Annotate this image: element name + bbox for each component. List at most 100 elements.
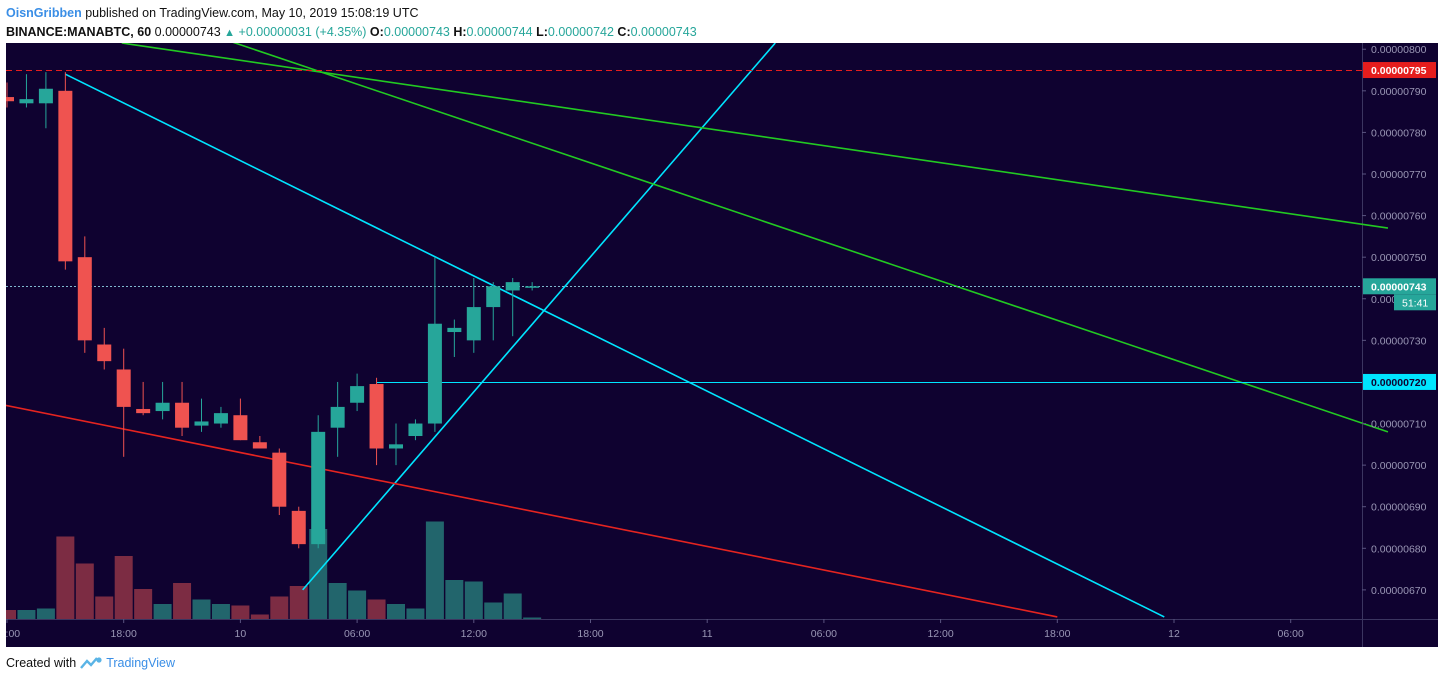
candle-body[interactable] — [525, 286, 540, 288]
y-tick-label: 0.00000760 — [1371, 211, 1427, 223]
x-tick-label: 12:00 — [927, 628, 953, 640]
y-tick-label: 0.00000780 — [1371, 127, 1427, 139]
author-link[interactable]: OisnGribben — [6, 6, 82, 20]
candle-body[interactable] — [350, 386, 365, 403]
candle-body[interactable] — [155, 402, 170, 412]
candle-body[interactable] — [19, 99, 34, 104]
ohlc-key: H: — [453, 25, 467, 39]
candle-body[interactable] — [427, 323, 442, 424]
volume-bar — [211, 604, 230, 619]
price-label-support-720 — [1363, 373, 1436, 390]
y-tick-label: 0.00000730 — [1371, 335, 1427, 347]
ohlc-key: C: — [617, 25, 631, 39]
candle-body[interactable] — [408, 423, 423, 437]
volume-bar — [231, 605, 250, 619]
trendline-green-lower[interactable] — [7, 43, 1389, 433]
candle-body[interactable] — [369, 384, 384, 449]
chart-header: OisnGribben published on TradingView.com… — [6, 4, 1436, 43]
volume-bar — [17, 610, 36, 619]
up-triangle-icon: ▲ — [224, 27, 236, 39]
footer: Created with TradingView — [6, 656, 175, 670]
y-tick-label: 0.00000800 — [1371, 44, 1427, 56]
x-tick-label: 11 — [702, 628, 713, 640]
y-tick-label: 0.00000770 — [1371, 169, 1427, 181]
price-label-current-price — [1363, 278, 1436, 295]
volume-bar — [56, 536, 75, 619]
volume-bar — [445, 580, 464, 619]
volume-bar — [134, 589, 153, 619]
candle-body[interactable] — [136, 408, 151, 414]
x-tick-label: 06:00 — [811, 628, 837, 640]
candle-body[interactable] — [447, 327, 462, 333]
x-tick-label: 06:00 — [1278, 628, 1304, 640]
x-tick-label: 06:00 — [344, 628, 370, 640]
volume-bar — [192, 599, 211, 619]
candle-body[interactable] — [311, 431, 326, 545]
volume-bar — [406, 608, 425, 619]
x-tick-label: 18:00 — [111, 628, 137, 640]
chart-area[interactable]: 0.00000800 0.00000790 0.00000780 0.00000770… — [6, 43, 1438, 647]
volume-bar — [348, 590, 367, 619]
publish-info-row: OisnGribben published on TradingView.com… — [6, 4, 1436, 23]
published-text: published on TradingView.com, May 10, 20… — [85, 6, 419, 20]
ohlc-value: 0.00000744 — [466, 25, 533, 39]
y-tick-label: 0.00000750 — [1371, 252, 1427, 264]
price-label-text: 0.00000720 — [1371, 377, 1427, 389]
candle-body[interactable] — [505, 282, 520, 291]
y-tick-label: 0.00000790 — [1371, 86, 1427, 98]
trendline-red-downtrend[interactable] — [6, 404, 1058, 618]
candlestick-chart[interactable]: 0.00000800 0.00000790 0.00000780 0.00000770… — [6, 43, 1438, 647]
countdown-label-text: 51:41 — [1402, 297, 1428, 309]
candle-body[interactable] — [97, 344, 112, 362]
y-tick-label: 0.00000670 — [1371, 585, 1427, 597]
volume-bar — [6, 610, 16, 619]
trendline-cyan-downtrend[interactable] — [64, 73, 1165, 618]
volume-bar — [367, 599, 386, 619]
price-label-text: 0.00000743 — [1371, 281, 1427, 293]
volume-bar — [328, 583, 347, 619]
candle-body[interactable] — [466, 307, 481, 341]
x-tick-label: 10 — [235, 628, 247, 640]
candle-body[interactable] — [272, 452, 287, 507]
symbol-label[interactable]: BINANCE:MANABTC, 60 — [6, 25, 152, 39]
candle-body[interactable] — [486, 286, 501, 308]
x-tick-label: 12:00 — [6, 628, 20, 640]
tradingview-brand[interactable]: TradingView — [106, 656, 175, 670]
ohlc-key: L: — [536, 25, 548, 39]
candle-body[interactable] — [330, 406, 345, 428]
volume-bar — [425, 521, 444, 619]
price-label-text: 0.00000795 — [1371, 65, 1427, 77]
price-label-resistance-795 — [1363, 62, 1436, 79]
candle-body[interactable] — [116, 369, 131, 407]
last-price: 0.00000743 — [154, 25, 221, 39]
candle-body[interactable] — [38, 88, 53, 104]
candle-body[interactable] — [252, 442, 267, 449]
volume-bar — [114, 556, 133, 619]
tradingview-logo-icon — [80, 657, 102, 669]
trendline-cyan-uptrend[interactable] — [302, 43, 776, 591]
volume-bar — [387, 604, 405, 619]
candle-body[interactable] — [58, 90, 73, 262]
created-with-text: Created with — [6, 656, 77, 670]
candle-body[interactable] — [175, 402, 190, 428]
candle-body[interactable] — [389, 444, 403, 449]
countdown-label-bg — [1394, 294, 1436, 311]
ohlc-value: 0.00000743 — [630, 25, 697, 39]
candle-body[interactable] — [6, 97, 14, 102]
volume-bar — [503, 593, 522, 619]
candle-body[interactable] — [194, 421, 209, 426]
volume-bar — [75, 563, 94, 619]
volume-bar — [270, 596, 289, 619]
candle-body[interactable] — [77, 257, 92, 341]
candle-body[interactable] — [291, 510, 306, 545]
y-tick-label: 0.00000710 — [1371, 419, 1427, 431]
x-tick-label: 12:00 — [461, 628, 487, 640]
candle-body[interactable] — [233, 415, 248, 441]
symbol-info-row: BINANCE:MANABTC, 60 0.00000743 ▲ +0.0000… — [6, 23, 1436, 43]
ohlc-values: O:0.00000743 H:0.00000744 L:0.00000742 C… — [370, 25, 697, 39]
candle-body[interactable] — [213, 413, 228, 424]
price-axis-panel — [1362, 43, 1438, 647]
ohlc-value: 0.00000743 — [383, 25, 450, 39]
volume-bar — [523, 617, 542, 619]
trendline-green-upper[interactable] — [121, 43, 1389, 229]
